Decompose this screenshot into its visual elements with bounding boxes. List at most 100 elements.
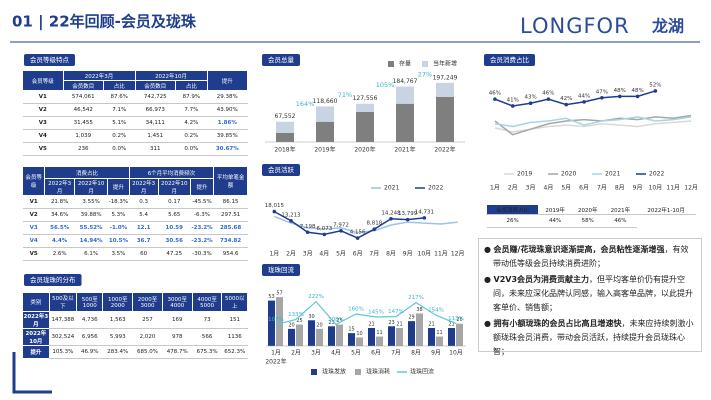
point [372, 227, 377, 231]
legend-label: 珑珠发放 [322, 368, 346, 376]
table-cell: 297.51 [213, 208, 248, 222]
data-label: 57 [276, 291, 282, 297]
x-tick-label: 12月 [684, 185, 698, 192]
x-tick-label: 2018年 [274, 146, 295, 154]
data-label: 21 [428, 322, 434, 328]
table-header: 6个月平均消费频次 [128, 166, 215, 179]
bullet: ● 会员赚/花珑珠意识逐渐提高，会员粘性逐渐增强，有效带动低等级会员持续消费进阶… [484, 245, 689, 268]
section-tag-label: 珑珠回流 [268, 265, 295, 274]
series-line [275, 300, 457, 326]
table-header: 2000至3000 [132, 292, 163, 312]
table-cell: 2022年3月 [22, 311, 50, 329]
table-cell: -30.3% [190, 247, 214, 261]
table-cell: 10.5% [107, 234, 130, 248]
table-cell: 236 [63, 142, 104, 156]
table-header: 500至1000 [76, 292, 104, 312]
bar [396, 328, 403, 346]
section-tag-label: 会员等级特点 [30, 55, 70, 64]
data-label: 147% [388, 309, 404, 315]
total-label: 184,767 [393, 78, 418, 85]
section-tag [24, 274, 82, 286]
table-cell: 734.82 [213, 234, 248, 248]
table-cell: 742,725 [135, 90, 176, 104]
table-cell: 0.3 [129, 195, 159, 209]
table-cell: 30.67% [207, 142, 248, 156]
table-header: 4000至5000 [191, 292, 223, 312]
legend-swatch [355, 369, 361, 375]
series-line [274, 215, 458, 234]
table-cell: 283.4% [102, 345, 133, 359]
legend-label: 2019 [517, 171, 532, 178]
slide-title: 01 | 22年回顾-会员及珑珠 [12, 13, 197, 32]
table-cell: 47.25 [158, 247, 191, 261]
growth-label: 105% [376, 81, 395, 89]
table-header: 2022年10月 [157, 178, 191, 196]
table-header: 2019年 [538, 204, 572, 215]
x-tick-label: 1月 [490, 185, 500, 192]
x-tick-label: 1月 [269, 251, 279, 258]
table-cell: V5 [22, 142, 63, 156]
table-row: V1 21.8% 3.55% -18.3% 0.3 0.17 -45.5% 86.15 [22, 195, 248, 209]
data-label: 4,156 [350, 230, 366, 236]
x-tick-label: 2月 [291, 350, 301, 357]
table-cell: 5.1% [103, 116, 136, 130]
table-cell: V5 [22, 247, 45, 261]
table-cell: 4,736 [76, 311, 103, 329]
data-label: 23 [388, 320, 394, 326]
point [653, 89, 658, 93]
point [272, 209, 277, 214]
x-tick-label: 11月 [434, 251, 448, 258]
section-tag-label: 会员总量 [268, 55, 295, 64]
table-cell: 10.59 [158, 221, 191, 235]
bar-segment [436, 82, 454, 97]
x-axis-label: 2022年 [265, 358, 286, 366]
data-label: 160% [348, 307, 364, 313]
table-cell: 26% [486, 214, 539, 228]
data-label: 42% [560, 96, 572, 102]
table-cell: 978 [162, 328, 193, 346]
bar [388, 326, 395, 346]
table-cell: 0.2% [103, 129, 136, 143]
data-label: 133% [288, 312, 304, 318]
legend-label: 珑珠回流 [410, 368, 434, 376]
table-cell: 44% [538, 214, 572, 228]
table-cell: 34,111 [135, 116, 176, 130]
data-label: 44% [578, 93, 590, 99]
point [635, 94, 640, 99]
legend-swatch [422, 61, 428, 67]
bullet-bold: 会员赚/花珑珠意识逐渐提高，会员粘性逐渐增强 [493, 245, 665, 254]
table-header: 2022年3月 [128, 178, 159, 196]
series-line [494, 116, 692, 128]
x-tick-label: 10月 [649, 185, 663, 192]
bar [276, 297, 283, 346]
x-tick-label: 2022年 [434, 146, 455, 154]
member-level-table: 会员等级 2022年3月 2022年10月 提升 会员数目 占比 会员数目 占比 V1 574… [22, 70, 249, 156]
table-header: 会员等级 [21, 166, 46, 196]
table-row: V2 34.6% 39.88% 5.3% 5.4 5.65 -6.3% 297.51 [22, 208, 248, 222]
x-tick-label: 4月 [544, 185, 554, 192]
point [546, 97, 551, 101]
table-header: 2022年10月 [73, 178, 109, 196]
bar [268, 300, 275, 346]
table-row: V3 56.5% 55.52% -1.0% 12.1 10.59 -23.2% 285.68 [22, 221, 248, 235]
bar [288, 328, 295, 346]
data-label: 108% [328, 317, 344, 323]
data-label: 52% [649, 82, 661, 88]
table-cell: 0.2% [175, 129, 208, 143]
legend-label: 2022 [649, 171, 664, 178]
data-label: 21 [368, 322, 374, 328]
table-row: 提升 105.3% 46.9% 283.4% 685.0% 478.7% 675.3% 652… [22, 345, 248, 359]
table-cell: 302,524 [49, 328, 77, 346]
point [528, 101, 533, 106]
table-row: V3 31,455 5.1% 34,111 4.2% 1.86% [22, 116, 248, 130]
data-label: 46% [542, 91, 554, 97]
point [389, 216, 393, 221]
data-label: 29 [408, 315, 414, 321]
table-cell: 257 [132, 311, 163, 329]
table-header: 2022年10月 [134, 70, 208, 81]
bullet-text: ，但平均客单价仍有提升空间，未来应深化品牌认同感，输入高客单品牌，以此提升客单价… [493, 275, 693, 312]
bar [376, 336, 383, 346]
table-cell: 675.3% [192, 345, 222, 359]
x-tick-label: 1月 [271, 350, 281, 357]
